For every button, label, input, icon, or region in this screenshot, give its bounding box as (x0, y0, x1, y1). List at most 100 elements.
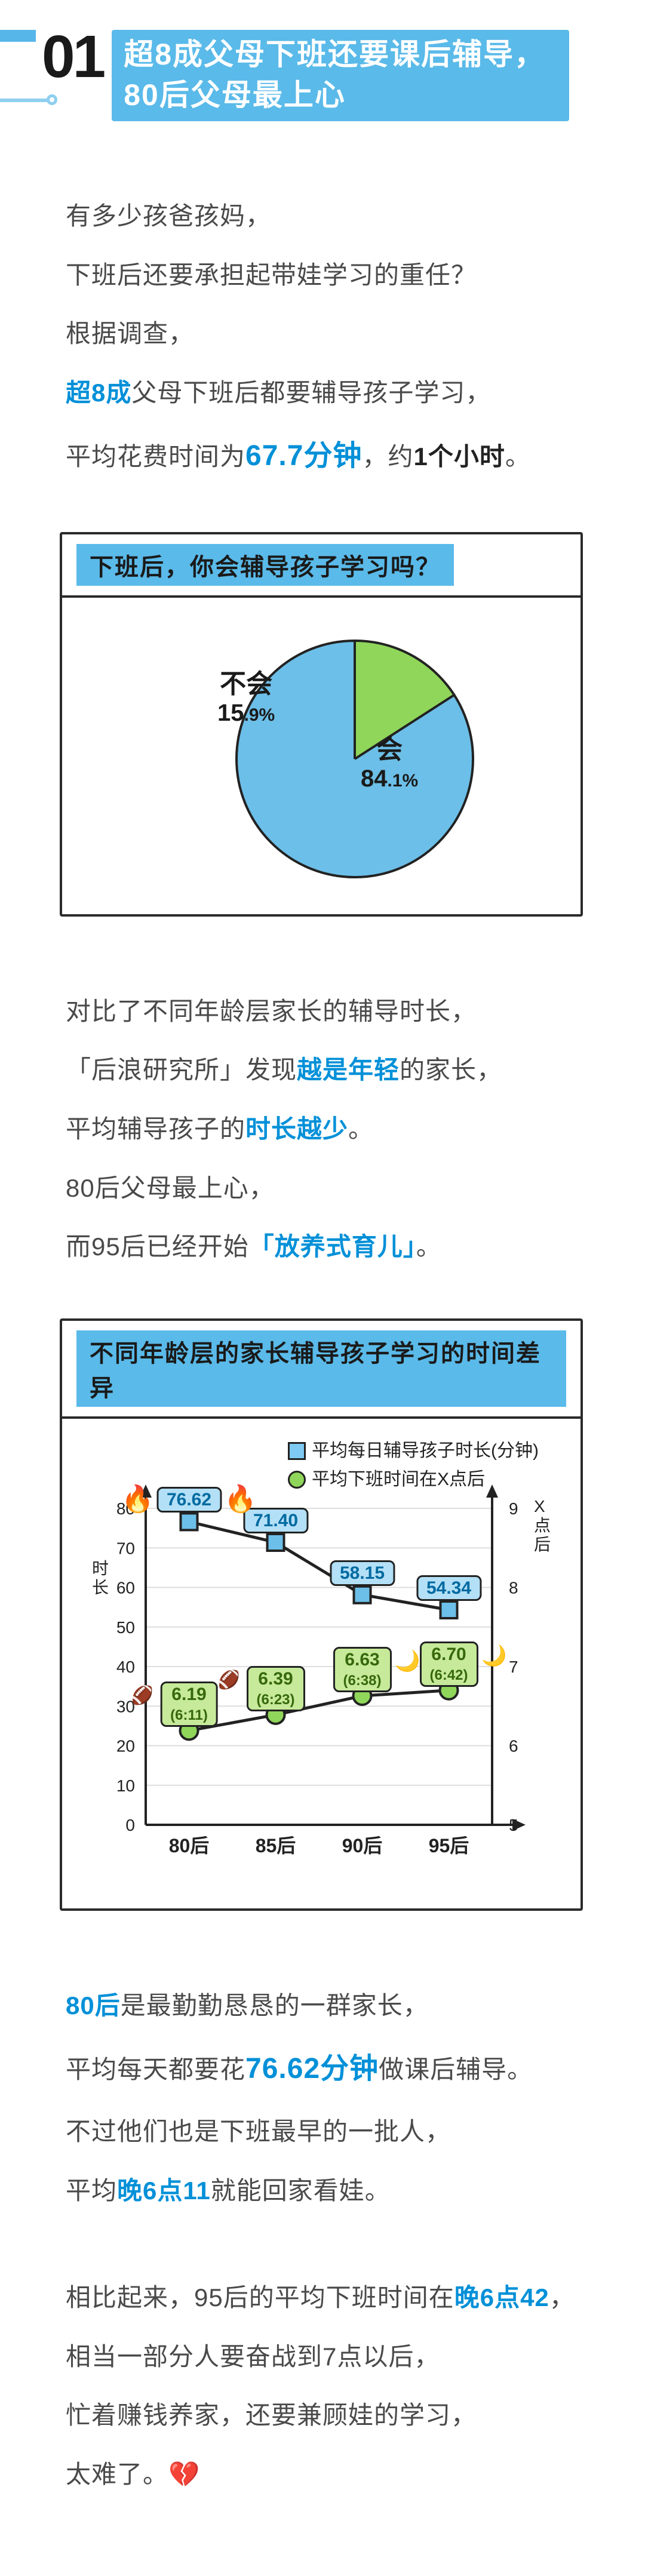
svg-text:20: 20 (116, 1736, 135, 1755)
text: 平均花费时间为 (66, 442, 245, 471)
svg-text:点: 点 (534, 1516, 551, 1535)
paragraph-4: 相比起来，95后的平均下班时间在晚6点42， 相当一部分人要奋战到7点以后， 忙… (66, 2268, 579, 2504)
text: 相比起来，95后的平均下班时间在 (66, 2283, 454, 2311)
text-line: 相比起来，95后的平均下班时间在晚6点42， (66, 2268, 579, 2328)
card-title: 下班后，你会辅导孩子学习吗？ (76, 544, 454, 586)
text-line: 平均晚6点11就能回家看娃。 (66, 2162, 579, 2221)
highlight: 80后 (66, 1991, 121, 2019)
connector-dot-icon (47, 94, 57, 105)
value-label: 6.63(6:38) (333, 1647, 391, 1692)
svg-text:70: 70 (116, 1539, 135, 1557)
section-title-line1: 超8成父母下班还要课后辅导， (124, 38, 545, 71)
svg-text:95后: 95后 (429, 1835, 469, 1856)
pct-dec: .9% (244, 705, 275, 725)
text-line: 不过他们也是下班最早的一批人， (66, 2102, 579, 2162)
text: 太难了。 (66, 2460, 168, 2488)
text-line: 相当一部分人要奋战到7点以后， (66, 2328, 579, 2387)
pie-chart-card: 下班后，你会辅导孩子学习吗？ 不会 15.9% 会 84.1% (60, 532, 583, 917)
value-label: 🌙 (481, 1644, 506, 1668)
section-title: 超8成父母下班还要课后辅导， 80后父母最上心 (112, 30, 569, 121)
line-chart-body: 平均每日辅导孩子时长(分钟) 平均下班时间在X点后 80706050403020… (62, 1419, 580, 1908)
text-line: 根据调查， (66, 305, 579, 364)
svg-text:长: 长 (92, 1578, 109, 1597)
text: 就能回家看娃。 (211, 2177, 391, 2205)
text-line: 「后浪研究所」发现越是年轻的家长， (66, 1041, 579, 1100)
svg-text:时: 时 (92, 1559, 109, 1578)
text: 做课后辅导。 (379, 2055, 533, 2083)
value-label: 6.19(6:11) (160, 1682, 218, 1727)
paragraph-3: 80后是最勤勤恳恳的一群家长， 平均每天都要花76.62分钟做课后辅导。 不过他… (66, 1976, 579, 2221)
text: 的家长， (400, 1056, 502, 1084)
text-line: 而95后已经开始「放养式育儿」。 (66, 1218, 579, 1277)
pie-chart-body: 不会 15.9% 会 84.1% (62, 598, 580, 914)
text-line: 80后父母最上心， (66, 1159, 579, 1218)
highlight: 「放养式育儿」 (249, 1232, 416, 1261)
svg-text:9: 9 (509, 1499, 518, 1518)
value-label: 🔥 (121, 1483, 154, 1514)
highlight: 晚6点42 (454, 2283, 549, 2311)
highlight: 76.62分钟 (245, 2053, 379, 2085)
value-label: 🌙 (395, 1649, 420, 1673)
value-label: 6.39(6:23) (246, 1666, 305, 1711)
text: 。 (416, 1232, 442, 1261)
text: 平均每天都要花 (66, 2055, 245, 2083)
text: 「后浪研究所」发现 (66, 1056, 297, 1084)
pct-whole: 84 (361, 766, 388, 792)
svg-text:X: X (534, 1497, 545, 1516)
text: 。 (348, 1115, 374, 1143)
text: 平均辅导孩子的 (66, 1115, 245, 1143)
text: 是最勤勤恳恳的一群家长， (121, 1991, 429, 2019)
pie-label-yes-text: 会 (361, 735, 418, 766)
pie-label-no-text: 不会 (217, 669, 275, 700)
svg-text:8: 8 (509, 1578, 518, 1597)
text-line: 超8成父母下班后都要辅导孩子学习， (66, 364, 579, 423)
section-number: 01 (42, 30, 103, 121)
highlight: 超8成 (66, 379, 131, 407)
paragraph-2: 对比了不同年龄层家长的辅导时长， 「后浪研究所」发现越是年轻的家长， 平均辅导孩… (66, 982, 579, 1277)
svg-text:50: 50 (116, 1618, 135, 1637)
svg-text:90后: 90后 (342, 1835, 383, 1856)
text-line: 平均辅导孩子的时长越少。 (66, 1100, 579, 1159)
text: 父母下班后都要辅导孩子学习， (131, 379, 491, 407)
highlight: 越是年轻 (297, 1056, 400, 1084)
value-label: 6.70(6:42) (419, 1641, 478, 1687)
svg-text:后: 后 (534, 1535, 551, 1554)
section-number-text: 01 (42, 23, 103, 90)
card-title-band: 下班后，你会辅导孩子学习吗？ (62, 534, 580, 598)
text-line: 对比了不同年龄层家长的辅导时长， (66, 982, 579, 1041)
value-label: 58.15 (330, 1560, 395, 1586)
highlight: 晚6点11 (117, 2177, 211, 2205)
text: ， (549, 2283, 575, 2311)
value-label: 🔥 (224, 1483, 257, 1514)
text-line: 80后是最勤勤恳恳的一群家长， (66, 1976, 579, 2036)
card-title: 不同年龄层的家长辅导孩子学习的时间差异 (76, 1330, 566, 1407)
pie-label-no-pct: 15.9% (217, 699, 275, 727)
svg-text:7: 7 (509, 1658, 518, 1676)
pie-label-yes: 会 84.1% (361, 735, 418, 793)
svg-text:10: 10 (116, 1776, 135, 1795)
svg-text:40: 40 (116, 1658, 135, 1676)
svg-text:80后: 80后 (169, 1835, 210, 1856)
section-title-line2: 80后父母最上心 (124, 78, 346, 112)
value-label: 54.34 (416, 1575, 481, 1601)
pct-whole: 15 (217, 700, 244, 726)
text: 而95后已经开始 (66, 1232, 249, 1261)
svg-text:85后: 85后 (256, 1835, 296, 1856)
value-label: 🏈 (218, 1670, 240, 1690)
section-header: 01 超8成父母下班还要课后辅导， 80后父母最上心 (42, 30, 645, 121)
pct-dec: .1% (388, 771, 419, 791)
highlight: 时长越少 (245, 1115, 348, 1143)
accent-bar (0, 30, 36, 42)
svg-text:0: 0 (125, 1816, 135, 1834)
bold: 1个小时 (413, 442, 505, 471)
text-line: 太难了。💔 (66, 2445, 579, 2504)
text: ，约 (362, 442, 413, 471)
value-label: 🏈 (131, 1685, 153, 1706)
paragraph-1: 有多少孩爸孩妈， 下班后还要承担起带娃学习的重任？ 根据调查， 超8成父母下班后… (66, 187, 579, 490)
svg-text:60: 60 (116, 1578, 135, 1597)
page-root: 01 超8成父母下班还要课后辅导， 80后父母最上心 有多少孩爸孩妈， 下班后还… (0, 30, 645, 2576)
text-line: 有多少孩爸孩妈， (66, 187, 579, 246)
line-chart-card: 不同年龄层的家长辅导孩子学习的时间差异 平均每日辅导孩子时长(分钟) 平均下班时… (60, 1318, 583, 1911)
pie-label-yes-pct: 84.1% (361, 765, 418, 792)
text-line: 下班后还要承担起带娃学习的重任？ (66, 246, 579, 305)
